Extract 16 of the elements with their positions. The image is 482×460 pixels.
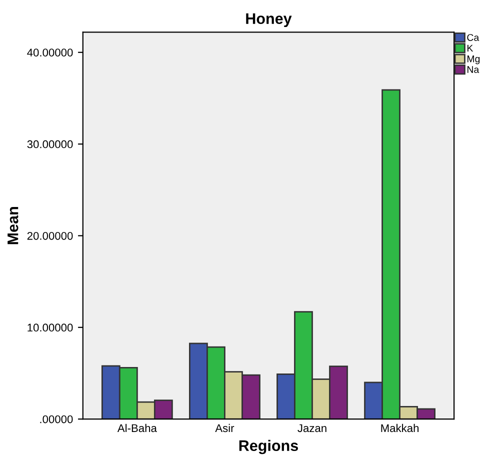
legend-label: Ca <box>467 34 480 41</box>
x-tick-label: Makkah <box>381 424 419 432</box>
y-tick-label: 20.00000 <box>27 232 73 240</box>
y-tick-label: 40.00000 <box>27 48 73 57</box>
chart-title: Honey <box>246 13 292 28</box>
y-axis-title: Mean <box>8 207 18 244</box>
x-tick-label: Jazan <box>298 424 326 432</box>
legend-label: K <box>467 44 474 52</box>
legend-label: Na <box>467 66 480 73</box>
x-axis-title: Regions <box>239 440 298 454</box>
y-tick-label: 10.00000 <box>28 324 73 332</box>
legend-label: Mg <box>467 56 480 64</box>
y-tick-label: 30.00000 <box>27 140 73 148</box>
x-tick-label: Asir <box>215 424 234 432</box>
y-tick-label: .00000 <box>40 415 73 424</box>
x-tick-label: Al-Baha <box>117 424 157 432</box>
